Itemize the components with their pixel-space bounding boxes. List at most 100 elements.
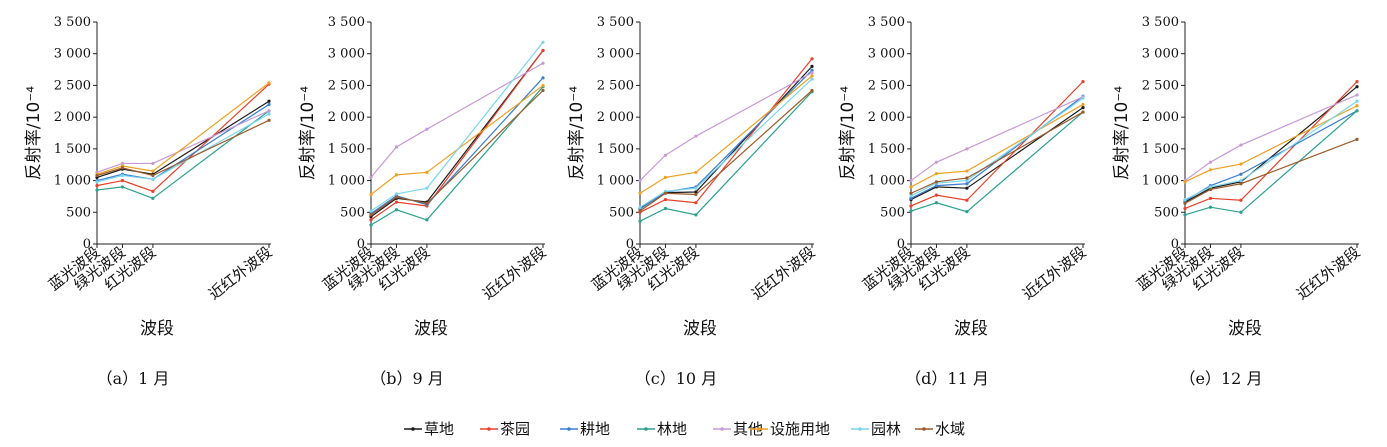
data-point <box>267 102 271 107</box>
data-point <box>810 71 814 75</box>
data-point <box>1183 213 1187 217</box>
x-axis-title: 波段 <box>414 319 448 339</box>
y-tick-label: 3 000 <box>597 47 634 62</box>
data-point <box>95 180 99 184</box>
data-point <box>934 184 939 188</box>
data-point <box>663 153 668 157</box>
y-tick-label: 2 000 <box>597 110 634 125</box>
y-tick-label: 0 <box>357 237 365 252</box>
data-point <box>1081 80 1085 84</box>
data-point <box>120 161 125 166</box>
data-point <box>425 218 429 222</box>
series-line-林地 <box>639 91 813 222</box>
y-tick-label: 2 500 <box>54 78 91 93</box>
y-tick-label: 1 000 <box>328 174 365 189</box>
y-tick-label: 1 000 <box>54 174 91 189</box>
data-point <box>369 192 373 197</box>
data-point <box>1355 99 1359 103</box>
data-point <box>663 198 668 202</box>
data-point <box>369 209 373 213</box>
x-axis-title: 波段 <box>683 319 717 339</box>
legend-label: 耕地 <box>580 420 610 438</box>
legend-item-设施用地: 设施用地 <box>750 420 830 438</box>
legend-marker <box>567 427 571 431</box>
y-tick-label: 2 000 <box>328 110 365 125</box>
y-tick-label: 3 500 <box>328 15 365 30</box>
series-line-设施用地 <box>1184 105 1358 183</box>
data-point <box>151 196 155 200</box>
data-point <box>1081 102 1085 107</box>
legend-marker <box>757 427 761 431</box>
data-point <box>810 77 814 81</box>
x-axis-title: 波段 <box>140 319 174 339</box>
data-point <box>909 204 913 208</box>
legend-item-水域: 水域 <box>915 420 965 438</box>
y-tick-label: 3 000 <box>328 47 365 62</box>
series-line-林地 <box>96 110 270 200</box>
data-point <box>1208 160 1213 164</box>
legend-label: 茶园 <box>500 420 530 438</box>
data-point <box>541 40 545 44</box>
data-point <box>694 192 698 197</box>
data-point <box>1081 106 1085 110</box>
data-point <box>425 127 429 131</box>
y-tick-label: 0 <box>83 237 91 252</box>
series-line-茶园 <box>910 81 1084 207</box>
series-line-草地 <box>910 107 1084 201</box>
series-line-其他 <box>1184 94 1358 182</box>
y-tick-label: 1 500 <box>328 142 365 157</box>
legend: 草地 茶园 耕地 林地 其他 设施用地 园林 水域 <box>404 420 965 438</box>
x-tick-label: 近红外波段 <box>748 243 818 303</box>
data-point <box>965 210 969 214</box>
y-tick-label: 3 500 <box>54 15 91 30</box>
series-line-水域 <box>910 111 1084 194</box>
legend-marker <box>411 427 415 431</box>
data-point <box>1208 205 1213 209</box>
data-point <box>810 64 814 68</box>
data-point <box>425 186 429 190</box>
y-tick-label: 3 000 <box>868 47 905 62</box>
data-point <box>394 208 399 212</box>
legend-marker <box>858 427 862 431</box>
series-line-耕地 <box>96 103 270 182</box>
legend-item-茶园: 茶园 <box>480 420 530 438</box>
data-point <box>151 161 155 166</box>
data-point <box>934 180 939 184</box>
data-point <box>638 191 642 195</box>
series-line-水域 <box>1184 138 1358 204</box>
y-tick-label: 500 <box>66 205 91 220</box>
series-line-茶园 <box>639 58 813 213</box>
data-point <box>1183 180 1187 184</box>
data-point <box>694 201 698 205</box>
y-tick-label: 2 000 <box>868 110 905 125</box>
y-tick-label: 3 500 <box>1142 15 1179 30</box>
y-tick-label: 3 000 <box>54 47 91 62</box>
y-tick-label: 2 500 <box>868 78 905 93</box>
panel-caption: （c）10 月 <box>635 369 717 388</box>
legend-item-耕地: 耕地 <box>560 420 610 438</box>
data-point <box>810 74 814 78</box>
data-point <box>1208 185 1213 189</box>
legend-marker <box>922 427 926 431</box>
y-tick-label: 0 <box>626 237 634 252</box>
data-point <box>663 206 668 211</box>
data-point <box>267 99 271 103</box>
series-line-草地 <box>639 65 813 209</box>
legend-label: 园林 <box>871 420 901 438</box>
panel-caption: （d）11 月 <box>905 369 989 388</box>
series-line-园林 <box>370 41 544 212</box>
data-point <box>267 112 271 116</box>
data-point <box>425 201 429 206</box>
y-tick-label: 500 <box>880 205 905 220</box>
y-tick-label: 2 500 <box>1142 78 1179 93</box>
series-line-园林 <box>910 97 1084 197</box>
x-axis-title: 波段 <box>954 319 988 339</box>
data-point <box>965 178 969 183</box>
data-point <box>965 186 969 190</box>
data-point <box>369 223 373 227</box>
data-point <box>934 160 939 164</box>
data-point <box>694 134 698 138</box>
